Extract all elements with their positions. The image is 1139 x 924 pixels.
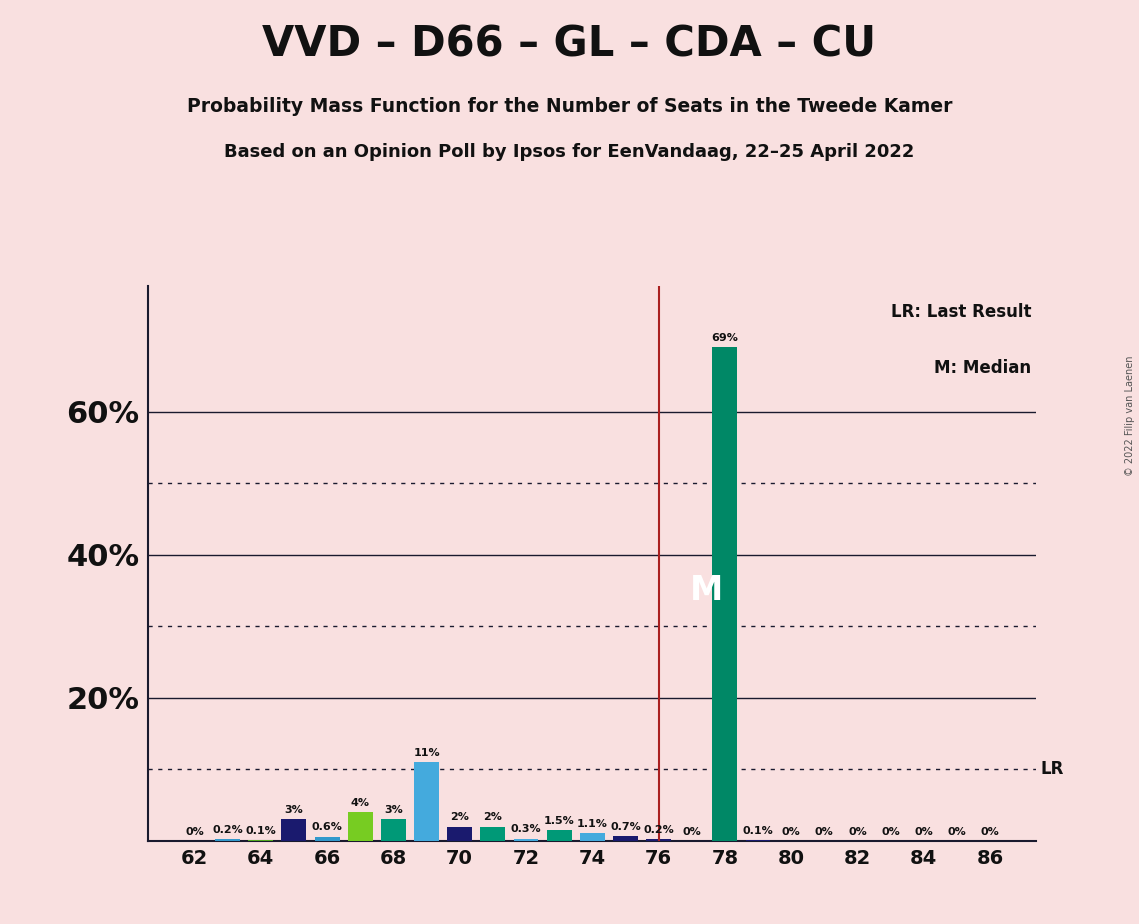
Text: 0.2%: 0.2% [644, 825, 674, 835]
Bar [713, 347, 737, 841]
Text: 3%: 3% [285, 805, 303, 815]
Text: 0%: 0% [682, 827, 702, 836]
Text: 0%: 0% [186, 827, 204, 836]
Bar [347, 812, 372, 841]
Text: LR: Last Result: LR: Last Result [891, 303, 1032, 321]
Text: 4%: 4% [351, 798, 370, 808]
Text: 0%: 0% [981, 827, 999, 836]
Text: 0.3%: 0.3% [510, 824, 541, 834]
Bar [314, 836, 339, 841]
Bar [613, 836, 638, 841]
Text: © 2022 Filip van Laenen: © 2022 Filip van Laenen [1125, 356, 1134, 476]
Text: 3%: 3% [384, 805, 403, 815]
Bar [448, 827, 472, 841]
Text: 1.1%: 1.1% [576, 819, 608, 829]
Text: 0.6%: 0.6% [312, 822, 343, 833]
Text: Based on an Opinion Poll by Ipsos for EenVandaag, 22–25 April 2022: Based on an Opinion Poll by Ipsos for Ee… [224, 143, 915, 161]
Text: 0%: 0% [816, 827, 834, 836]
Bar [380, 820, 405, 841]
Text: 0%: 0% [882, 827, 900, 836]
Text: 0%: 0% [849, 827, 867, 836]
Text: 0%: 0% [781, 827, 801, 836]
Bar [514, 839, 539, 841]
Bar [215, 839, 240, 841]
Text: 0%: 0% [915, 827, 933, 836]
Text: 1.5%: 1.5% [543, 816, 574, 826]
Text: M: Median: M: Median [934, 359, 1032, 376]
Text: 0.2%: 0.2% [212, 825, 243, 835]
Text: M: M [690, 574, 723, 607]
Text: VVD – D66 – GL – CDA – CU: VVD – D66 – GL – CDA – CU [262, 23, 877, 65]
Text: LR: LR [1041, 760, 1064, 778]
Bar [481, 827, 506, 841]
Text: 2%: 2% [483, 812, 502, 822]
Text: 2%: 2% [450, 812, 469, 822]
Text: 0%: 0% [948, 827, 966, 836]
Text: 0.7%: 0.7% [611, 821, 641, 832]
Text: 11%: 11% [413, 748, 440, 758]
Text: 0.1%: 0.1% [245, 826, 276, 836]
Text: 0.1%: 0.1% [743, 826, 773, 836]
Bar [646, 839, 671, 841]
Bar [580, 833, 605, 841]
Bar [281, 820, 306, 841]
Text: 69%: 69% [712, 333, 738, 343]
Text: Probability Mass Function for the Number of Seats in the Tweede Kamer: Probability Mass Function for the Number… [187, 97, 952, 116]
Bar [547, 830, 572, 841]
Bar [415, 762, 439, 841]
